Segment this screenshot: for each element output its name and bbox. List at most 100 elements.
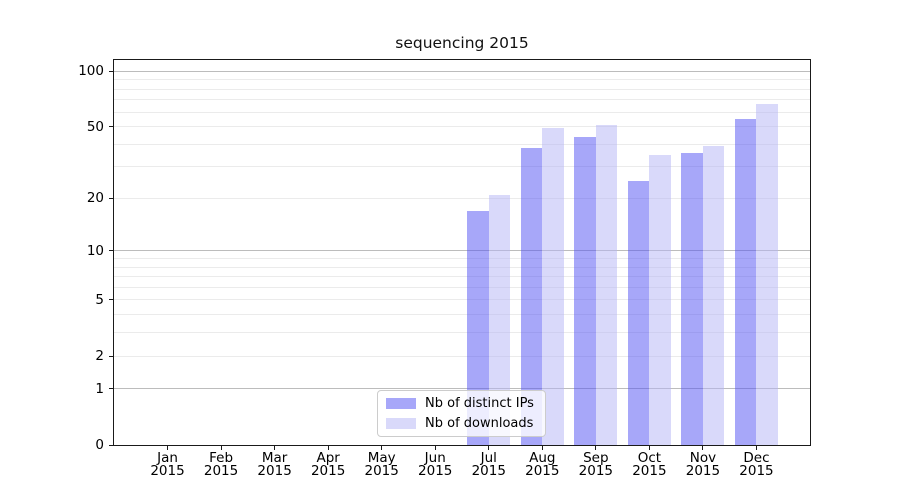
x-tick-label: Dec 2015 (728, 452, 784, 477)
legend-item-distinct-ips: Nb of distinct IPs (386, 396, 545, 411)
x-tick-month: Dec (743, 450, 770, 466)
x-tick-month: Apr (316, 450, 340, 466)
x-axis-tick (648, 446, 650, 450)
x-tick-year: 2015 (632, 462, 667, 479)
bar-downloads (595, 124, 618, 445)
x-tick-month: Jan (157, 450, 178, 466)
gridline-major (114, 250, 810, 252)
x-tick-year: 2015 (471, 462, 506, 479)
y-axis-tick (109, 250, 113, 252)
x-tick-year: 2015 (310, 462, 346, 479)
x-axis-tick (434, 446, 436, 450)
x-tick-month: Aug (529, 450, 556, 466)
x-tick-month: May (367, 450, 396, 466)
bar-downloads (649, 154, 671, 445)
gridline-minor (114, 266, 810, 268)
x-tick-label: Nov 2015 (675, 452, 731, 477)
x-tick-year: 2015 (685, 462, 721, 479)
x-axis-tick (541, 446, 543, 450)
y-tick-label: 0 (95, 437, 104, 453)
x-tick-label: May 2015 (354, 452, 410, 477)
x-tick-year: 2015 (257, 462, 292, 479)
y-tick-label: 100 (78, 63, 104, 80)
gridline-minor (114, 143, 810, 145)
bar-distinct-ips (520, 148, 543, 445)
y-axis-tick (109, 70, 113, 72)
x-tick-month: Nov (689, 450, 717, 466)
gridline-minor (114, 355, 810, 357)
gridline-minor (114, 332, 810, 334)
gridline-minor (114, 99, 810, 101)
legend-item-downloads: Nb of downloads (386, 416, 545, 431)
y-axis-tick (109, 388, 113, 390)
gridline-minor (114, 197, 810, 199)
x-tick-year: 2015 (203, 462, 239, 479)
legend-label-distinct-ips: Nb of distinct IPs (425, 396, 534, 411)
legend: Nb of distinct IPs Nb of downloads (377, 390, 546, 437)
x-tick-label: Aug 2015 (514, 452, 570, 477)
y-tick-label: 1 (95, 380, 104, 397)
legend-swatch-downloads (386, 418, 416, 429)
bar-downloads (756, 104, 778, 445)
legend-swatch-distinct-ips (386, 398, 416, 409)
bar-distinct-ips (681, 152, 703, 445)
bar-distinct-ips (574, 136, 596, 445)
x-tick-year: 2015 (578, 462, 614, 479)
gridline-minor (114, 126, 810, 128)
x-axis-tick (755, 446, 757, 450)
y-axis-tick (109, 355, 113, 357)
y-axis-tick (109, 444, 113, 446)
y-axis-tick (109, 126, 113, 128)
bar-distinct-ips (467, 210, 489, 445)
y-axis-tick (109, 197, 113, 199)
x-axis-tick (702, 446, 704, 450)
x-tick-year: 2015 (739, 462, 774, 479)
gridline-minor (114, 276, 810, 278)
gridline-major (114, 388, 810, 390)
x-axis-tick (327, 446, 329, 450)
x-tick-label: Jun 2015 (407, 452, 463, 477)
x-tick-label: Feb 2015 (193, 452, 249, 477)
x-axis-tick (167, 446, 169, 450)
gridline-minor (114, 111, 810, 113)
y-tick-label: 10 (86, 242, 104, 259)
x-tick-year: 2015 (364, 462, 399, 479)
x-axis-tick (488, 446, 490, 450)
x-tick-month: Jul (480, 450, 497, 466)
gridline-minor (114, 79, 810, 81)
bar-distinct-ips (627, 181, 650, 445)
bar-downloads (488, 194, 511, 445)
bar-downloads (542, 128, 564, 445)
gridline-minor (114, 88, 810, 90)
x-tick-label: Oct 2015 (621, 452, 677, 477)
gridline-minor (114, 299, 810, 301)
x-axis-tick (381, 446, 383, 450)
gridline-minor (114, 314, 810, 316)
x-tick-month: Feb (209, 450, 234, 466)
x-tick-year: 2015 (150, 462, 185, 479)
legend-label-downloads: Nb of downloads (425, 416, 534, 431)
y-tick-label: 50 (86, 118, 104, 135)
x-axis-tick (595, 446, 597, 450)
bar-downloads (702, 146, 725, 445)
x-tick-label: Mar 2015 (247, 452, 303, 477)
gridline-minor (114, 258, 810, 259)
x-tick-label: Jul 2015 (461, 452, 517, 477)
x-tick-year: 2015 (525, 462, 560, 479)
y-tick-label: 20 (86, 190, 104, 207)
y-axis-tick (109, 299, 113, 301)
x-tick-month: Sep (583, 450, 609, 466)
x-tick-month: Oct (637, 450, 662, 466)
chart-title: sequencing 2015 (395, 34, 529, 52)
gridline-minor (114, 286, 810, 288)
bar-distinct-ips (734, 118, 757, 445)
x-tick-label: Apr 2015 (300, 452, 356, 477)
gridline-minor (114, 166, 810, 168)
x-axis-tick (274, 446, 276, 450)
x-tick-label: Sep 2015 (568, 452, 624, 477)
gridline-major (114, 70, 810, 72)
y-tick-label: 5 (95, 291, 104, 308)
x-tick-month: Mar (261, 450, 288, 466)
x-tick-label: Jan 2015 (140, 452, 196, 477)
